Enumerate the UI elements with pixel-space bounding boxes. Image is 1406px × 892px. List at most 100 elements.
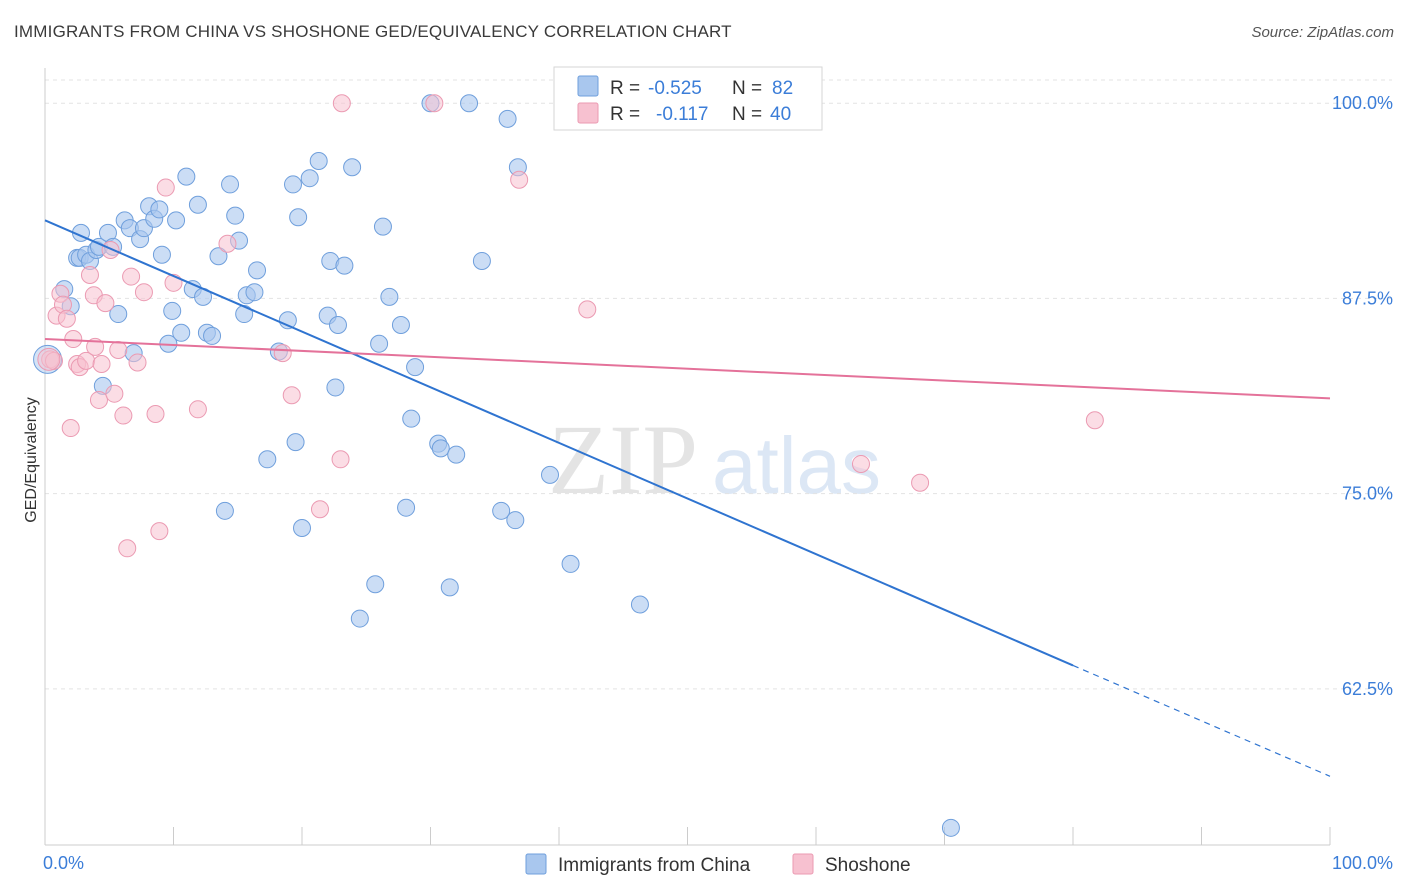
legend-n-label-shoshone: N = [732,104,762,125]
y-tick-labels: 62.5% 75.0% 87.5% 100.0% [1332,93,1393,699]
data-point-shoshone [114,406,133,425]
series-shoshone-points [37,94,1104,558]
data-point-shoshone [89,390,108,409]
legend-n-value-shoshone: 40 [770,104,791,125]
data-point-china [245,283,264,302]
data-point-shoshone [146,404,165,423]
y-tick-label: 100.0% [1332,93,1393,113]
data-point-china [203,326,222,345]
data-point-china [402,409,421,428]
data-point-shoshone [282,386,301,405]
data-point-shoshone [61,419,80,438]
bottom-legend-label-shoshone: Shoshone [825,855,911,876]
data-point-shoshone [188,400,207,419]
bottom-legend: Immigrants from China Shoshone [525,853,911,876]
data-point-shoshone [156,178,175,197]
legend-n-label-china: N = [732,78,762,99]
data-point-china [406,358,425,377]
data-point-shoshone [92,355,111,374]
data-point-shoshone [150,522,169,541]
data-point-china [373,217,392,236]
data-point-china [177,167,196,186]
stats-legend-box [553,66,823,131]
data-point-china [498,109,517,128]
data-point-china [309,152,328,171]
data-point-china [460,94,479,113]
data-point-china [293,518,311,537]
data-point-china [326,378,345,397]
legend-n-value-china: 82 [772,78,793,99]
data-point-china [447,445,466,464]
data-point-china [284,175,303,194]
trend-line-china [44,219,1074,667]
data-point-shoshone [105,384,124,403]
data-point-china [215,501,234,520]
trend-line-china-extension [1072,664,1331,777]
data-point-china [286,433,305,452]
data-point-china [397,498,416,517]
data-point-shoshone-cluster [37,347,61,371]
data-point-china [150,200,169,219]
data-point-china [226,206,245,225]
data-point-china [541,465,560,484]
data-point-china [300,169,319,188]
x-tick-label: 0.0% [43,853,84,873]
data-point-china [492,501,511,520]
data-point-china [209,247,228,266]
data-point-china [167,211,186,230]
y-tick-label: 62.5% [1342,679,1393,699]
data-point-china [221,175,240,194]
data-point-shoshone [86,337,105,356]
data-point-china [380,287,399,306]
data-point-china [391,315,410,334]
x-tick-labels: 0.0% 100.0% [43,853,1393,873]
data-point-shoshone [851,454,870,473]
data-point-shoshone [122,267,141,286]
data-point-shoshone [310,500,329,519]
data-point-shoshone [128,353,147,372]
data-point-china [366,575,385,594]
stats-legend: R = -0.525 N = 82 R = -0.117 N = 40 [553,66,823,131]
data-point-china [630,595,649,614]
trend-line-shoshone [44,338,1331,400]
legend-swatch-shoshone [577,102,599,124]
data-point-shoshone [911,473,930,492]
data-point-china [163,301,182,320]
series-china-points [33,94,960,837]
legend-r-label-shoshone: R = [610,104,640,125]
data-point-shoshone [1085,411,1104,430]
source-note: Source: ZipAtlas.com [1251,24,1394,41]
y-tick-label: 75.0% [1342,484,1393,504]
axes [44,68,1331,846]
data-point-china [506,511,525,530]
data-point-china [152,245,171,264]
data-point-china [343,158,362,177]
legend-r-label-china: R = [610,78,640,99]
data-point-shoshone [331,450,350,469]
data-point-shoshone [578,300,597,319]
data-point-shoshone [118,539,137,558]
data-point-shoshone [57,309,76,328]
data-point-china [289,208,308,227]
data-point-china [440,578,459,597]
data-point-china [258,450,277,469]
bottom-legend-swatch-china [525,853,547,875]
data-point-shoshone [332,94,351,113]
data-point-shoshone [510,170,529,189]
data-point-china [328,315,347,334]
data-point-shoshone [218,234,237,253]
y-axis-label: GED/Equivalency [23,397,40,522]
legend-r-value-shoshone: -0.117 [656,104,708,125]
data-point-china [188,195,207,214]
data-point-shoshone [425,94,444,113]
data-point-shoshone [134,283,153,302]
data-point-shoshone [64,330,83,349]
data-point-shoshone [101,241,120,260]
data-point-china [370,334,389,353]
grid-lines [45,79,1392,690]
data-point-china [248,261,267,280]
data-point-china [335,256,354,275]
chart-title: IMMIGRANTS FROM CHINA VS SHOSHONE GED/EQ… [14,22,732,41]
bottom-legend-swatch-shoshone [792,853,814,875]
